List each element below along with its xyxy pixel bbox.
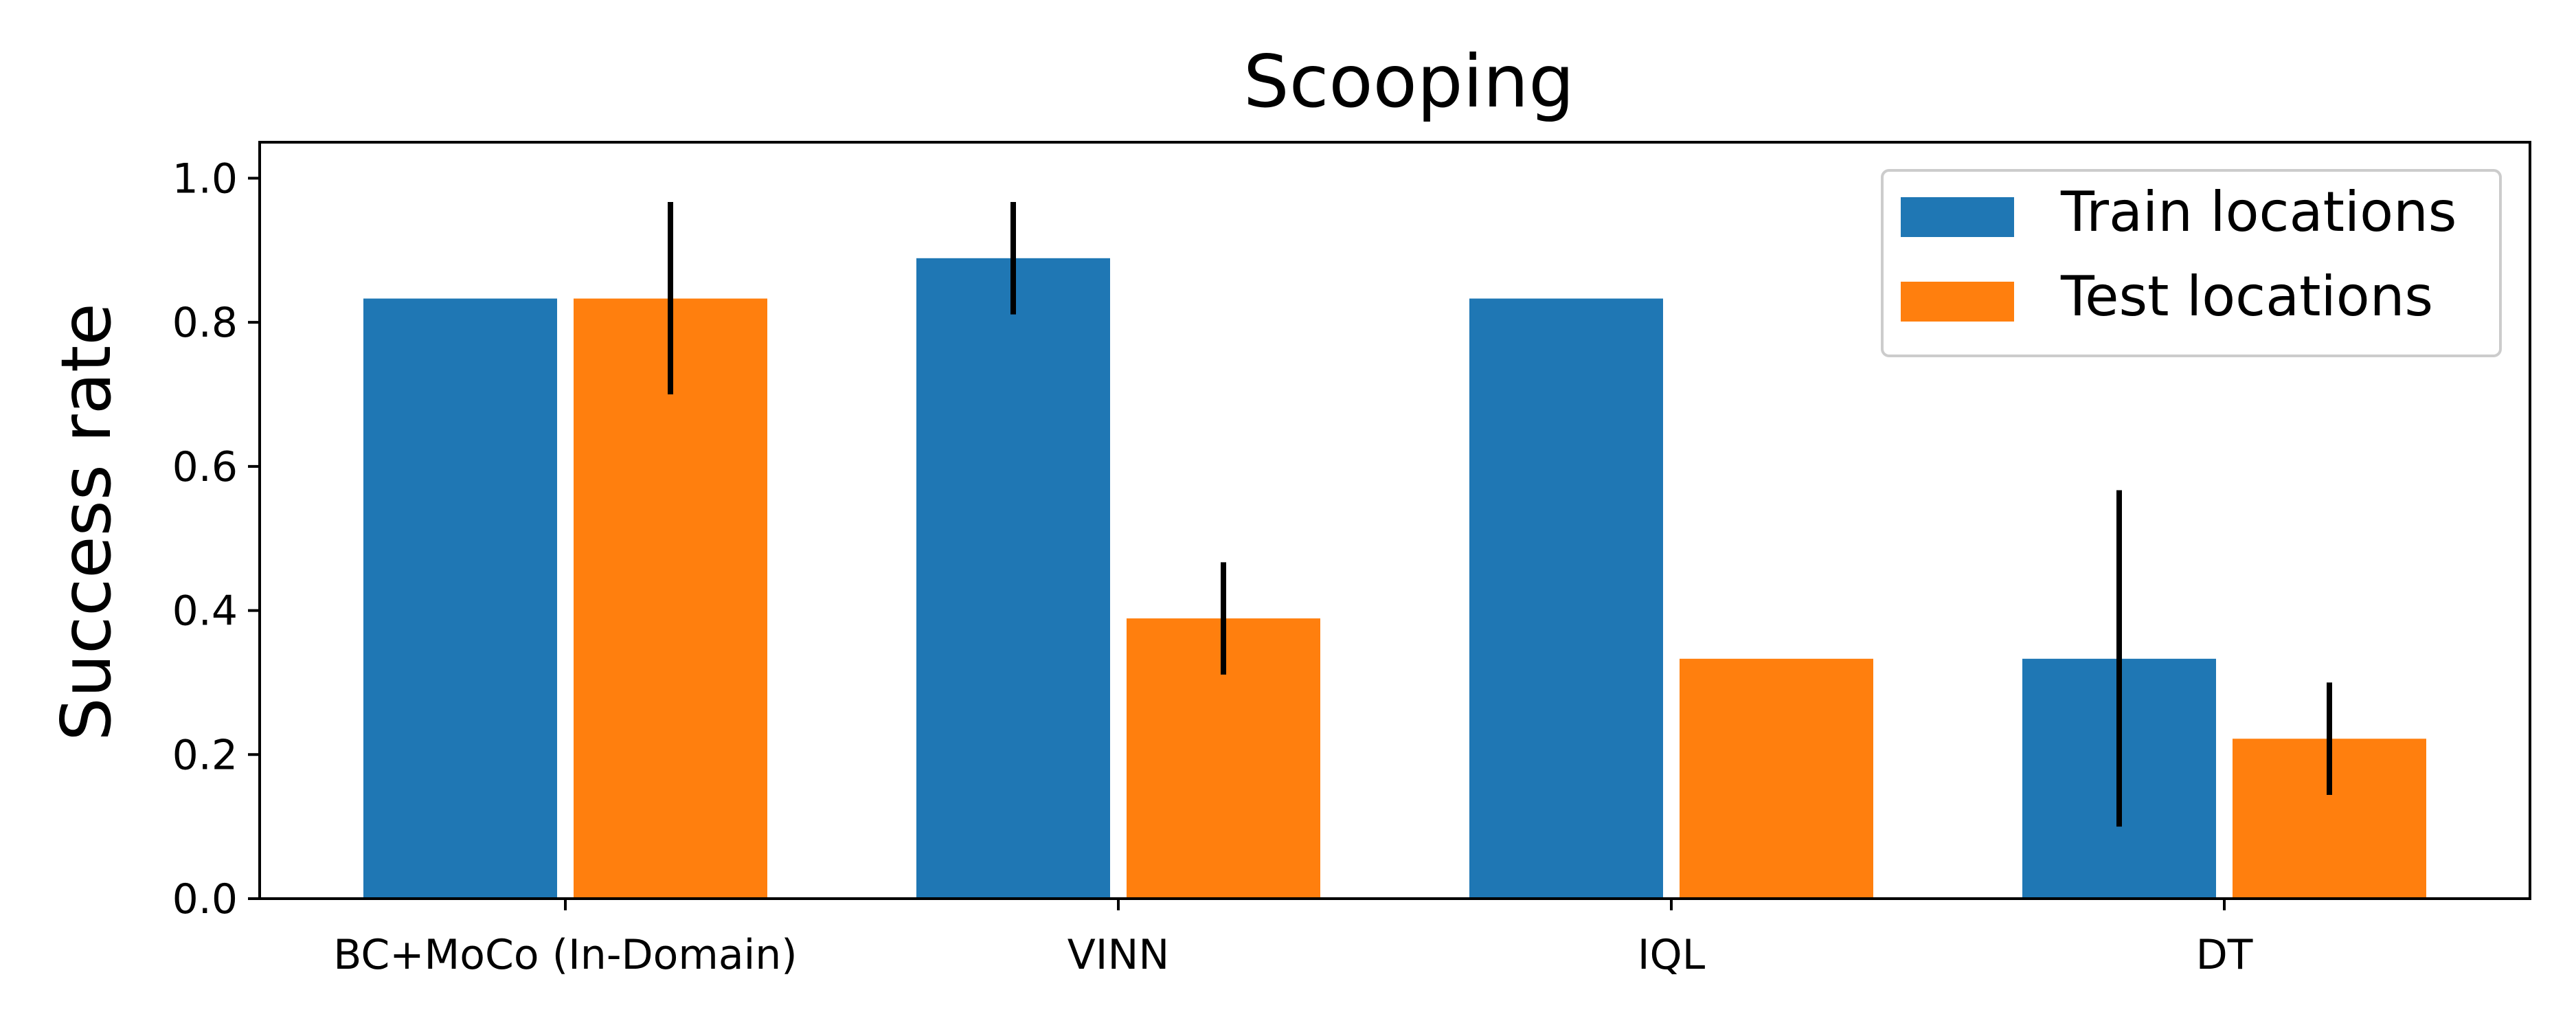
chart-title: Scooping <box>1243 40 1574 124</box>
plot-frame <box>258 141 2531 900</box>
legend-frame <box>1881 169 2502 357</box>
legend: Train locations Test locations <box>1881 169 2502 357</box>
legend-label: Test locations <box>2060 265 2433 328</box>
y-axis-label: Success rate <box>46 303 126 741</box>
bar-train-2 <box>1469 298 1663 899</box>
y-tick-label: 0.2 <box>172 731 238 779</box>
legend-swatch <box>1901 197 2014 237</box>
y-tick-label: 0.0 <box>172 875 238 923</box>
bar-train-1 <box>916 258 1110 899</box>
error-bars-layer <box>668 202 2332 827</box>
bar-test-0 <box>574 298 767 899</box>
x-axis-ticks: BC+MoCo (In-Domain) VINN IQL DT <box>333 899 2253 979</box>
y-tick-label: 1.0 <box>172 155 238 203</box>
x-tick-label: IQL <box>1638 931 1706 979</box>
bar-test-2 <box>1680 658 1873 899</box>
x-tick-label: BC+MoCo (In-Domain) <box>333 931 797 979</box>
y-tick-label: 0.4 <box>172 587 238 636</box>
x-tick-label: DT <box>2196 931 2253 979</box>
y-tick-label: 0.8 <box>172 299 238 347</box>
x-tick-label: VINN <box>1067 931 1170 979</box>
bar-train-0 <box>363 298 557 899</box>
y-axis-ticks: 0.0 0.2 0.4 0.6 0.8 1.0 <box>172 155 260 923</box>
legend-swatch <box>1901 282 2014 322</box>
y-tick-label: 0.6 <box>172 443 238 491</box>
bars-layer <box>363 258 2426 899</box>
legend-label: Train locations <box>2060 180 2456 244</box>
